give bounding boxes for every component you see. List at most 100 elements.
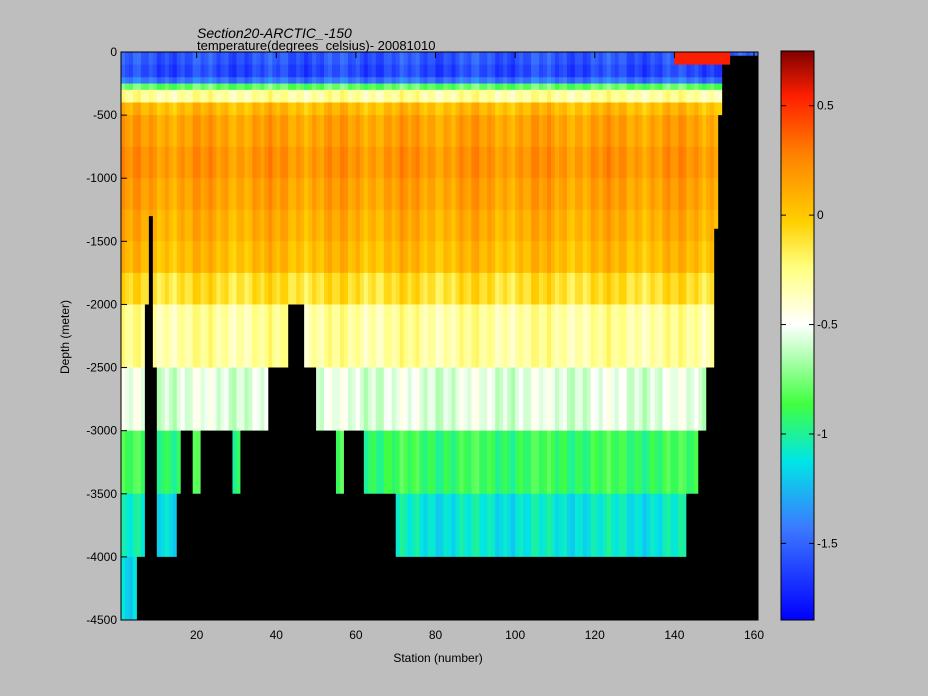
heatmap-cell <box>626 64 632 78</box>
heatmap-cell <box>411 241 417 274</box>
heatmap-cell <box>136 241 142 274</box>
heatmap-cell <box>543 209 548 242</box>
heatmap-cell <box>467 367 472 432</box>
heatmap-cell <box>419 367 425 432</box>
heatmap-cell <box>184 367 190 432</box>
heatmap-cell <box>228 102 234 116</box>
heatmap-cell <box>475 178 480 211</box>
heatmap-cell <box>562 272 568 306</box>
heatmap-cell <box>136 52 142 66</box>
heatmap-cell <box>606 178 612 211</box>
heatmap-cell <box>674 304 679 369</box>
heatmap-cell <box>670 89 675 104</box>
heatmap-cell <box>180 83 186 91</box>
heatmap-cell <box>280 64 285 78</box>
heatmap-cell <box>610 272 616 306</box>
heatmap-cell <box>662 304 668 369</box>
heatmap-cell <box>335 115 341 148</box>
heatmap-cell <box>148 178 154 211</box>
heatmap-cell <box>590 493 596 558</box>
heatmap-cell <box>180 272 186 306</box>
heatmap-cell <box>407 272 413 306</box>
heatmap-cell <box>256 304 261 369</box>
heatmap-cell <box>574 77 580 85</box>
heatmap-cell <box>646 64 652 78</box>
heatmap-cell <box>435 241 441 274</box>
heatmap-cell <box>678 272 683 306</box>
heatmap-cell <box>654 64 660 78</box>
heatmap-cell <box>650 493 656 558</box>
heatmap-cell <box>646 430 652 495</box>
heatmap-cell <box>252 102 257 116</box>
heatmap-cell <box>164 89 170 104</box>
heatmap-cell <box>427 241 433 274</box>
heatmap-cell <box>634 367 640 432</box>
heatmap-cell <box>316 304 321 369</box>
heatmap-cell <box>332 241 337 274</box>
heatmap-cell <box>574 115 580 148</box>
heatmap-cell <box>156 146 162 179</box>
heatmap-cell <box>332 178 337 211</box>
heatmap-cell <box>284 209 289 242</box>
heatmap-cell <box>152 241 158 274</box>
heatmap-cell <box>519 367 524 432</box>
heatmap-cell <box>391 64 397 78</box>
heatmap-cell <box>367 272 373 306</box>
heatmap-cell <box>395 209 401 242</box>
heatmap-cell <box>399 52 405 66</box>
heatmap-cell <box>300 64 305 78</box>
heatmap-cell <box>128 209 134 242</box>
heatmap-cell <box>411 83 417 91</box>
heatmap-cell <box>447 102 453 116</box>
heatmap-cell <box>682 77 687 85</box>
heatmap-cell <box>312 241 317 274</box>
heatmap-cell <box>546 83 552 91</box>
heatmap-cell <box>240 115 246 148</box>
heatmap-cell <box>399 430 405 495</box>
heatmap-cell <box>200 52 206 66</box>
heatmap-cell <box>427 83 433 91</box>
heatmap-cell <box>682 64 687 78</box>
heatmap-cell <box>256 241 261 274</box>
heatmap-cell <box>598 77 604 85</box>
heatmap-cell <box>515 115 520 148</box>
heatmap-cell <box>566 115 572 148</box>
heatmap-cell <box>698 64 703 78</box>
heatmap-cell <box>220 367 226 432</box>
heatmap-cell <box>292 102 297 116</box>
heatmap-cell <box>220 115 226 148</box>
heatmap-cell <box>594 241 600 274</box>
heatmap-cell <box>328 115 333 148</box>
heatmap-cell <box>678 64 683 78</box>
heatmap-cell <box>507 115 512 148</box>
heatmap-cell <box>164 304 170 369</box>
heatmap-cell <box>586 89 592 104</box>
heatmap-cell <box>164 493 170 558</box>
heatmap-cell <box>236 430 242 495</box>
heatmap-cell <box>387 304 393 369</box>
heatmap-cell <box>582 178 588 211</box>
heatmap-cell <box>296 178 301 211</box>
heatmap-cell <box>626 52 632 66</box>
heatmap-cell <box>160 89 166 104</box>
heatmap-cell <box>698 241 703 274</box>
heatmap-cell <box>136 83 142 91</box>
heatmap-cell <box>471 102 476 116</box>
heatmap-cell <box>268 89 273 104</box>
heatmap-cell <box>646 493 652 558</box>
heatmap-cell <box>144 77 150 85</box>
heatmap-cell <box>578 304 584 369</box>
heatmap-cell <box>320 115 325 148</box>
heatmap-cell <box>698 146 703 179</box>
heatmap-cell <box>535 102 540 116</box>
heatmap-cell <box>658 102 664 116</box>
heatmap-cell <box>272 178 277 211</box>
heatmap-cell <box>674 83 679 91</box>
heatmap-cell <box>208 178 214 211</box>
heatmap-cell <box>682 241 687 274</box>
heatmap-cell <box>248 304 253 369</box>
heatmap-cell <box>156 115 162 148</box>
heatmap-cell <box>602 115 608 148</box>
heatmap-cell <box>578 430 584 495</box>
heatmap-cell <box>451 115 457 148</box>
